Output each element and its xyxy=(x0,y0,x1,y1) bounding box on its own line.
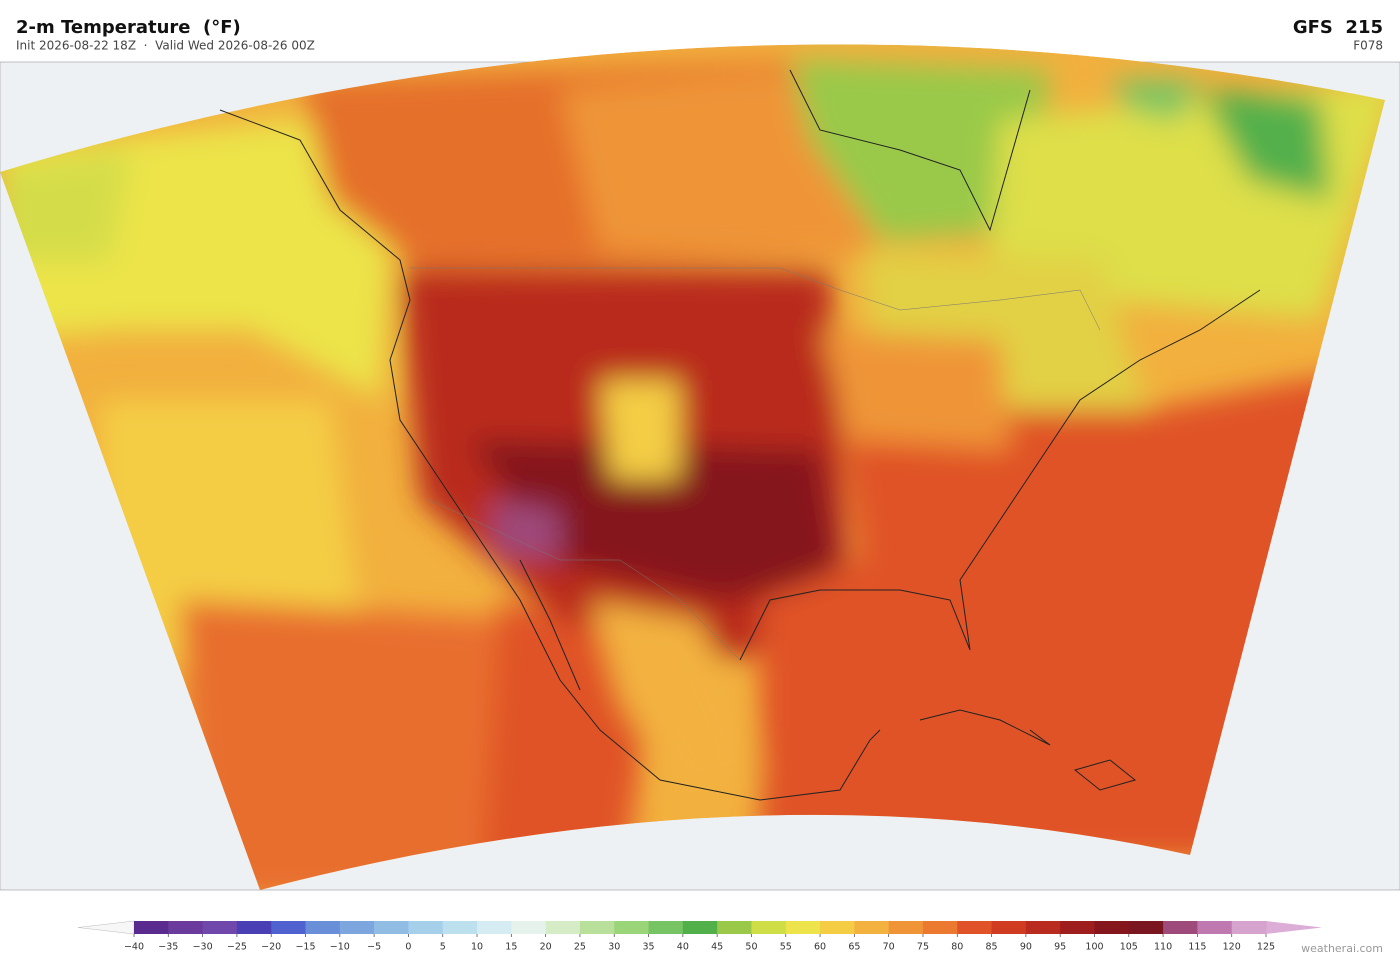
colorbar-bin xyxy=(751,921,787,934)
colorbar-bin xyxy=(1197,921,1233,934)
colorbar-tick-label: 75 xyxy=(917,942,929,953)
colorbar-bin xyxy=(545,921,581,934)
colorbar-tick-label: −25 xyxy=(227,942,247,953)
colorbar-bin xyxy=(1163,921,1198,934)
colorbar-bin xyxy=(134,921,169,934)
colorbar-tick-label: −15 xyxy=(295,942,315,953)
colorbar-bin xyxy=(511,921,547,934)
colorbar-bin xyxy=(820,921,855,934)
colorbar-tick-label: 5 xyxy=(440,942,446,953)
colorbar-tick-label: 20 xyxy=(540,942,552,953)
colorbar-bin xyxy=(271,921,307,934)
colorbar-bin xyxy=(957,921,993,934)
colorbar-tick-label: −35 xyxy=(158,942,178,953)
colorbar-bin xyxy=(236,921,272,934)
colorbar-tick-label: 110 xyxy=(1154,942,1172,953)
watermark: weatherai.com xyxy=(1301,942,1383,955)
colorbar-bin xyxy=(1094,921,1130,934)
colorbar-bin xyxy=(1060,921,1095,934)
colorbar-bin xyxy=(408,921,444,934)
colorbar-bin xyxy=(442,921,478,934)
colorbar-tick-label: 10 xyxy=(471,942,483,953)
colorbar-tick-label: 40 xyxy=(677,942,689,953)
colorbar-bin xyxy=(339,921,375,934)
colorbar-bin xyxy=(991,921,1027,934)
colorbar-tick-label: 35 xyxy=(642,942,654,953)
colorbar-bin xyxy=(305,921,341,934)
colorbar-tick-label: 100 xyxy=(1085,942,1103,953)
colorbar-bin xyxy=(888,921,924,934)
colorbar-tick-label: −10 xyxy=(330,942,350,953)
colorbar-tick-label: −30 xyxy=(193,942,213,953)
colorbar-tick-label: 55 xyxy=(780,942,792,953)
colorbar-tick-label: 45 xyxy=(711,942,723,953)
colorbar-tick-label: 125 xyxy=(1257,942,1275,953)
colorbar-tick-label: 120 xyxy=(1223,942,1241,953)
colorbar-tick-label: 95 xyxy=(1054,942,1066,953)
colorbar-bin xyxy=(1231,921,1267,934)
colorbar-tick-label: −20 xyxy=(261,942,281,953)
borders xyxy=(410,267,1101,661)
colorbar-bin xyxy=(1025,921,1061,934)
colorbar-tick-label: 85 xyxy=(986,942,998,953)
colorbar-tick-label: 65 xyxy=(848,942,860,953)
colorbar-tick-label: 50 xyxy=(745,942,757,953)
colorbar-bin xyxy=(614,921,650,934)
colorbar-tick-label: 115 xyxy=(1188,942,1206,953)
colorbar-tick-label: 105 xyxy=(1120,942,1138,953)
temperature-field xyxy=(0,44,1385,890)
colorbar-bin xyxy=(202,921,238,934)
colorbar-bin xyxy=(477,921,512,934)
coastlines xyxy=(219,69,1261,801)
colorbar-tick-label: 80 xyxy=(951,942,963,953)
colorbar-extend-high xyxy=(1266,921,1322,934)
colorbar-tick-label: 25 xyxy=(574,942,586,953)
colorbar-bin xyxy=(922,921,958,934)
model: GFS 215 xyxy=(1293,17,1383,38)
colorbar-extend-low xyxy=(77,920,135,935)
colorbar-tick-label: −5 xyxy=(367,942,381,953)
forecast-hour: F078 xyxy=(1353,39,1383,53)
colorbar-tick-label: 90 xyxy=(1020,942,1032,953)
colorbar-bin xyxy=(374,921,409,934)
colorbar-tick-label: −40 xyxy=(124,942,144,953)
colorbar-tick-label: 0 xyxy=(405,942,411,953)
colorbar-bin xyxy=(168,921,204,934)
subtitle: Init 2026-08-22 18Z · Valid Wed 2026-08-… xyxy=(16,39,315,53)
colorbar-bin xyxy=(717,921,752,934)
title: 2-m Temperature (°F) xyxy=(16,17,241,38)
colorbar-bin xyxy=(682,921,718,934)
colorbar-tick-label: 70 xyxy=(883,942,895,953)
colorbar-bin xyxy=(579,921,615,934)
colorbar-bin xyxy=(1128,921,1164,934)
colorbar-tick-label: 15 xyxy=(505,942,517,953)
colorbar-bin xyxy=(785,921,821,934)
colorbar-bin xyxy=(854,921,890,934)
colorbar-tick-label: 30 xyxy=(608,942,620,953)
colorbar-tick-label: 60 xyxy=(814,942,826,953)
colorbar-bin xyxy=(648,921,684,934)
